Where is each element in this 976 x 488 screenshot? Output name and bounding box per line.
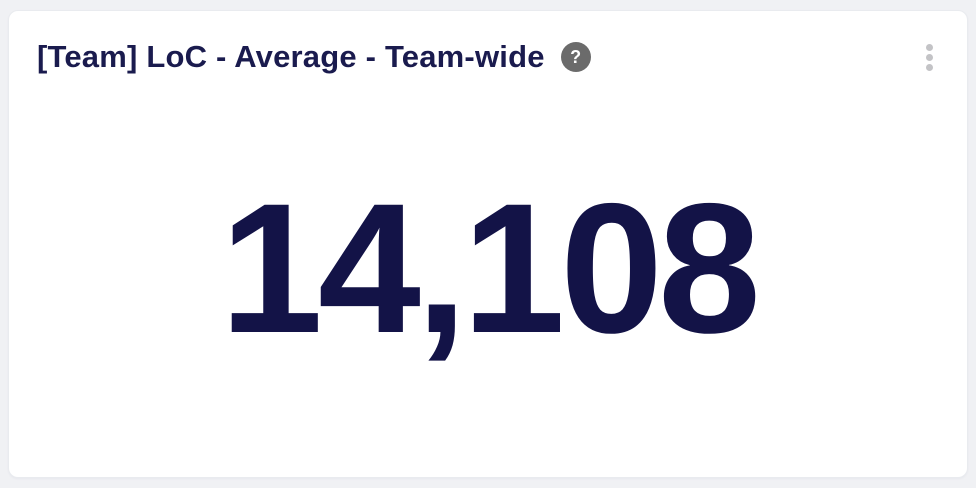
card-header: [Team] LoC - Average - Team-wide ? (9, 11, 967, 75)
card-header-left: [Team] LoC - Average - Team-wide ? (37, 39, 591, 75)
metric-value: 14,108 (220, 165, 761, 372)
kebab-dot-icon (925, 63, 933, 71)
kebab-menu-button[interactable] (917, 40, 941, 74)
metric-card: [Team] LoC - Average - Team-wide ? 14,10… (8, 10, 968, 478)
card-title: [Team] LoC - Average - Team-wide (37, 39, 545, 74)
help-icon[interactable]: ? (560, 42, 591, 72)
kebab-dot-icon (925, 53, 933, 61)
kebab-dot-icon (925, 43, 933, 51)
card-body: 14,108 (9, 75, 967, 477)
